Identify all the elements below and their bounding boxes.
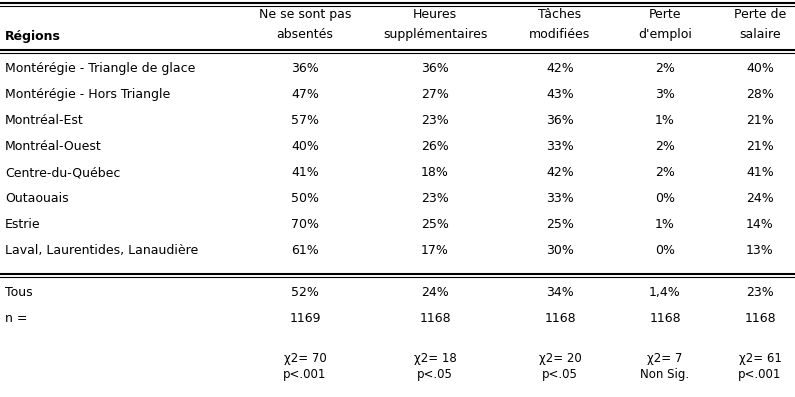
- Text: 41%: 41%: [291, 166, 319, 179]
- Text: 61%: 61%: [291, 244, 319, 257]
- Text: 23%: 23%: [421, 192, 449, 205]
- Text: 2%: 2%: [655, 140, 675, 153]
- Text: 0%: 0%: [655, 244, 675, 257]
- Text: Heures: Heures: [413, 8, 457, 21]
- Text: p<.05: p<.05: [417, 368, 453, 381]
- Text: 25%: 25%: [421, 218, 449, 231]
- Text: Montréal-Est: Montréal-Est: [5, 114, 83, 127]
- Text: Tâches: Tâches: [538, 8, 582, 21]
- Text: 30%: 30%: [546, 244, 574, 257]
- Text: 36%: 36%: [546, 114, 574, 127]
- Text: 1%: 1%: [655, 114, 675, 127]
- Text: 14%: 14%: [747, 218, 774, 231]
- Text: 36%: 36%: [291, 62, 319, 75]
- Text: 18%: 18%: [421, 166, 449, 179]
- Text: 2%: 2%: [655, 62, 675, 75]
- Text: 23%: 23%: [747, 286, 774, 299]
- Text: 36%: 36%: [421, 62, 449, 75]
- Text: 70%: 70%: [291, 218, 319, 231]
- Text: 43%: 43%: [546, 88, 574, 101]
- Text: d'emploi: d'emploi: [638, 28, 692, 41]
- Text: 50%: 50%: [291, 192, 319, 205]
- Text: χ2= 61: χ2= 61: [739, 352, 781, 365]
- Text: 33%: 33%: [546, 140, 574, 153]
- Text: Montérégie - Triangle de glace: Montérégie - Triangle de glace: [5, 62, 196, 75]
- Text: 52%: 52%: [291, 286, 319, 299]
- Text: 27%: 27%: [421, 88, 449, 101]
- Text: p<.05: p<.05: [542, 368, 578, 381]
- Text: 24%: 24%: [421, 286, 449, 299]
- Text: n =: n =: [5, 312, 28, 325]
- Text: Montréal-Ouest: Montréal-Ouest: [5, 140, 102, 153]
- Text: χ2= 18: χ2= 18: [413, 352, 456, 365]
- Text: Ne se sont pas: Ne se sont pas: [259, 8, 351, 21]
- Text: 1169: 1169: [289, 312, 320, 325]
- Text: Estrie: Estrie: [5, 218, 41, 231]
- Text: 17%: 17%: [421, 244, 449, 257]
- Text: Tous: Tous: [5, 286, 33, 299]
- Text: 21%: 21%: [747, 140, 774, 153]
- Text: modifiées: modifiées: [529, 28, 591, 41]
- Text: χ2= 7: χ2= 7: [647, 352, 683, 365]
- Text: 40%: 40%: [291, 140, 319, 153]
- Text: 25%: 25%: [546, 218, 574, 231]
- Text: 42%: 42%: [546, 166, 574, 179]
- Text: Régions: Régions: [5, 30, 61, 43]
- Text: 23%: 23%: [421, 114, 449, 127]
- Text: 1168: 1168: [545, 312, 576, 325]
- Text: 34%: 34%: [546, 286, 574, 299]
- Text: p<.001: p<.001: [739, 368, 781, 381]
- Text: 41%: 41%: [747, 166, 774, 179]
- Text: salaire: salaire: [739, 28, 781, 41]
- Text: 33%: 33%: [546, 192, 574, 205]
- Text: 1168: 1168: [650, 312, 681, 325]
- Text: 28%: 28%: [746, 88, 774, 101]
- Text: χ2= 70: χ2= 70: [284, 352, 327, 365]
- Text: 1168: 1168: [744, 312, 776, 325]
- Text: 3%: 3%: [655, 88, 675, 101]
- Text: supplémentaires: supplémentaires: [383, 28, 487, 41]
- Text: 0%: 0%: [655, 192, 675, 205]
- Text: 57%: 57%: [291, 114, 319, 127]
- Text: 2%: 2%: [655, 166, 675, 179]
- Text: Laval, Laurentides, Lanaudière: Laval, Laurentides, Lanaudière: [5, 244, 198, 257]
- Text: 24%: 24%: [747, 192, 774, 205]
- Text: Outaouais: Outaouais: [5, 192, 68, 205]
- Text: Perte de: Perte de: [734, 8, 786, 21]
- Text: 21%: 21%: [747, 114, 774, 127]
- Text: Centre-du-Québec: Centre-du-Québec: [5, 166, 120, 179]
- Text: 47%: 47%: [291, 88, 319, 101]
- Text: 1,4%: 1,4%: [650, 286, 681, 299]
- Text: 1168: 1168: [419, 312, 451, 325]
- Text: χ2= 20: χ2= 20: [539, 352, 581, 365]
- Text: 42%: 42%: [546, 62, 574, 75]
- Text: Perte: Perte: [649, 8, 681, 21]
- Text: Montérégie - Hors Triangle: Montérégie - Hors Triangle: [5, 88, 170, 101]
- Text: 13%: 13%: [747, 244, 774, 257]
- Text: 1%: 1%: [655, 218, 675, 231]
- Text: 40%: 40%: [746, 62, 774, 75]
- Text: Non Sig.: Non Sig.: [641, 368, 689, 381]
- Text: 26%: 26%: [421, 140, 449, 153]
- Text: absentés: absentés: [277, 28, 333, 41]
- Text: p<.001: p<.001: [283, 368, 327, 381]
